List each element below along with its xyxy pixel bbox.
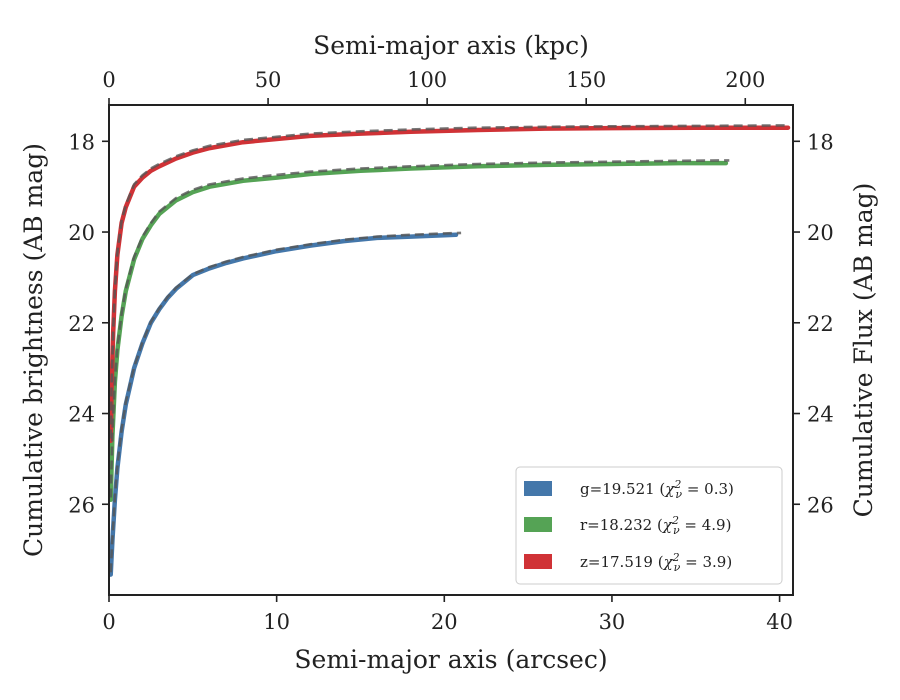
- legend-entry-g: g=19.521 (χ2 ν = 0.3): [580, 478, 734, 501]
- legend-swatch-g: [524, 481, 552, 496]
- model-line-r: [109, 159, 730, 498]
- right-y-tick-label: 22: [807, 312, 834, 336]
- y-tick-label: 18: [68, 130, 95, 154]
- right-y-tick-label: 24: [807, 403, 834, 427]
- series-line-z: [109, 125, 791, 443]
- top-x-tick-label: 150: [566, 68, 606, 92]
- x-tick-label: 40: [766, 610, 793, 634]
- right-y-tick-label: 18: [807, 130, 834, 154]
- right-y-tick-label: 20: [807, 221, 834, 245]
- series-layer: [109, 124, 791, 577]
- top-x-axis-label: Semi-major axis (kpc): [313, 31, 589, 60]
- x-tick-label: 30: [599, 610, 626, 634]
- series-line-r: [109, 160, 729, 502]
- y-tick-label: 22: [68, 312, 95, 336]
- ticks-layer: 0 10 20 30 40 0 50 100 150 200 18 18 20 20 22 22 24 24 26 2…: [68, 68, 833, 634]
- y-tick-label: 24: [68, 403, 95, 427]
- x-tick-label: 20: [431, 610, 458, 634]
- x-axis-label: Semi-major axis (arcsec): [294, 645, 607, 674]
- top-x-tick-label: 50: [255, 68, 282, 92]
- x-tick-label: 10: [263, 610, 290, 634]
- y-tick-label: 26: [68, 493, 95, 517]
- model-line-g: [109, 231, 462, 573]
- x-tick-label: 0: [102, 610, 115, 634]
- right-y-tick-label: 26: [807, 493, 834, 517]
- legend-entry-z: z=17.519 (χ2 ν = 3.9): [580, 551, 732, 574]
- legend-entry-r: r=18.232 (χ2 ν = 4.9): [580, 514, 731, 537]
- y-tick-label: 20: [68, 221, 95, 245]
- legend-swatch-r: [524, 517, 552, 532]
- legend-swatch-z: [524, 554, 552, 569]
- series-line-g: [109, 232, 459, 577]
- top-x-tick-label: 200: [725, 68, 765, 92]
- model-line-z: [109, 124, 789, 439]
- y-axis-label: Cumulative brightness (AB mag): [19, 143, 48, 557]
- legend-frame: [515, 466, 783, 585]
- top-x-tick-label: 100: [407, 68, 447, 92]
- plot-frame: [108, 104, 794, 596]
- legend: g=19.521 (χ2 ν = 0.3) r=18.232 (χ2 ν = 4.9…: [515, 466, 783, 585]
- right-y-axis-label: Cumulative Flux (AB mag): [849, 183, 878, 518]
- top-x-tick-label: 0: [102, 68, 115, 92]
